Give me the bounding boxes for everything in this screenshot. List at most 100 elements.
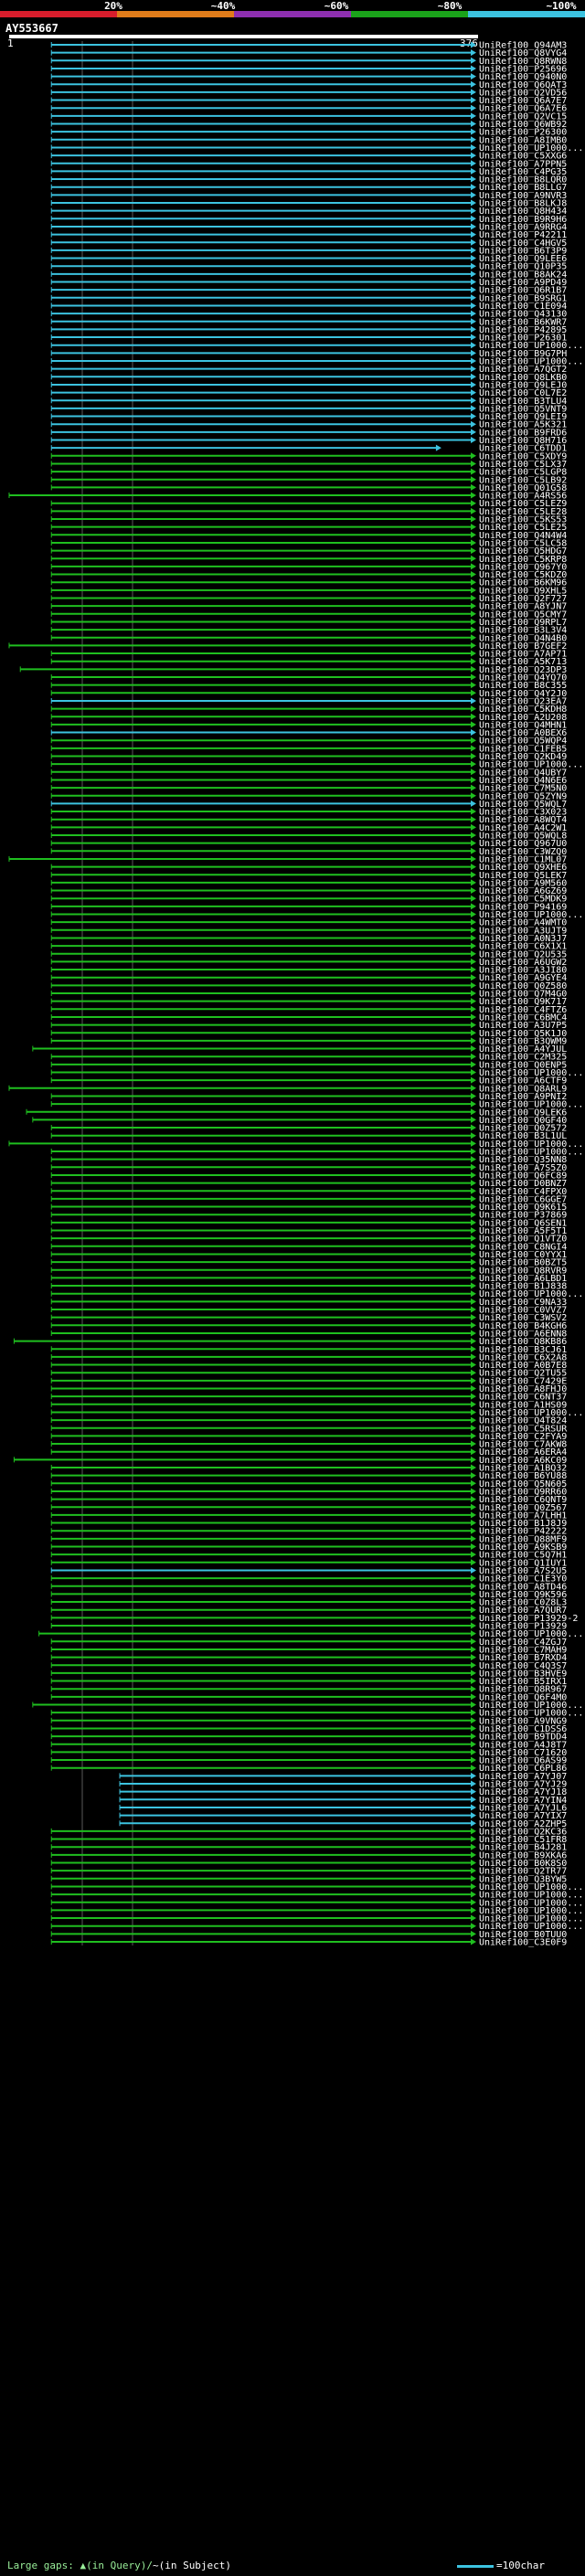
hit-label[interactable]: UniRef100_C0L7E2 [479,388,567,398]
hit-row[interactable]: UniRef100_A9GYE4 [50,973,567,983]
hit-row[interactable]: UniRef100_A1HS09 [50,1400,567,1410]
hit-label[interactable]: UniRef100_A7YJ07 [479,1772,567,1782]
hit-row[interactable]: UniRef100_Q4UBY7 [50,768,567,778]
hit-label[interactable]: UniRef100_A7S5Z0 [479,1163,567,1173]
hit-label[interactable]: UniRef100_Q1IUY1 [479,1558,567,1568]
hit-label[interactable]: UniRef100_Q9RPL7 [479,618,567,628]
hit-label[interactable]: UniRef100_C1ML07 [479,854,567,864]
hit-row[interactable]: UniRef100_Q8H716 [50,436,567,446]
hit-label[interactable]: UniRef100_C51FR8 [479,1835,567,1845]
hit-row[interactable]: UniRef100_A7QGT2 [50,365,567,375]
hit-row[interactable]: UniRef100_Q10P35 [50,262,567,272]
hit-label[interactable]: UniRef100_C5LGP8 [479,468,567,478]
hit-row[interactable]: UniRef100_A3U7P5 [50,1021,567,1031]
hit-label[interactable]: UniRef100_A8FHJ0 [479,1384,567,1394]
hit-label[interactable]: UniRef100_Q2KD49 [479,752,567,762]
hit-label[interactable]: UniRef100_A4J8T7 [479,1740,567,1750]
hit-row[interactable]: UniRef100_C4PG35 [50,167,567,177]
hit-row[interactable]: UniRef100_UP1000... [50,1898,583,1908]
hit-row[interactable]: UniRef100_Q5WQL8 [50,832,567,842]
hit-row[interactable]: UniRef100_C6NT37 [50,1393,567,1403]
hit-row[interactable]: UniRef100_UP1000... [50,910,583,920]
hit-row[interactable]: UniRef100_Q0Z580 [50,981,567,991]
hit-label[interactable]: UniRef100_Q6R1B7 [479,286,567,296]
hit-row[interactable]: UniRef100_Q9K615 [50,1203,567,1213]
hit-row[interactable]: UniRef100_Q967Y0 [50,562,567,572]
hit-label[interactable]: UniRef100_Q4N4W4 [479,531,567,541]
hit-row[interactable]: UniRef100_P26300 [50,128,567,138]
hit-row[interactable]: UniRef100_C1DSS6 [50,1724,567,1734]
hit-row[interactable]: UniRef100_Q5LEK7 [50,871,567,881]
hit-row[interactable]: UniRef100_A3JI80 [50,966,567,976]
hit-row[interactable]: UniRef100_Q7M4G0 [50,990,567,1000]
hit-label[interactable]: UniRef100_A6LBD1 [479,1274,567,1284]
hit-row[interactable]: UniRef100_Q6QAT3 [50,80,567,90]
hit-label[interactable]: UniRef100_Q8KB86 [479,1337,567,1347]
hit-row[interactable]: UniRef100_P42895 [50,325,567,335]
hit-row[interactable]: UniRef100_B8LQR0 [50,175,567,186]
hit-label[interactable]: UniRef100_Q9RR60 [479,1487,567,1497]
hit-row[interactable]: UniRef100_C4FTZ6 [50,1005,567,1015]
hit-label[interactable]: UniRef100_Q35NN8 [479,1155,567,1165]
hit-label[interactable]: UniRef100_Q9K615 [479,1203,567,1213]
hit-label[interactable]: UniRef100_Q9LEE6 [479,254,567,264]
hit-row[interactable]: UniRef100_Q8R967 [50,1685,567,1695]
hit-row[interactable]: UniRef100_B7RXD4 [50,1653,567,1663]
hit-row[interactable]: UniRef100_UP1000... [50,1289,583,1299]
hit-row[interactable]: UniRef100_Q2VC15 [50,111,567,122]
hit-label[interactable]: UniRef100_A6GZ69 [479,886,567,896]
hit-row[interactable]: UniRef100_A4J8T7 [50,1740,567,1750]
hit-label[interactable]: UniRef100_A5K713 [479,657,567,667]
hit-row[interactable]: UniRef100_C4FPX0 [50,1187,567,1197]
hit-label[interactable]: UniRef100_C6PL86 [479,1764,567,1774]
hit-label[interactable]: UniRef100_C5KRP8 [479,555,567,565]
hit-label[interactable]: UniRef100_A7LHH1 [479,1511,567,1521]
hit-label[interactable]: UniRef100_C4HGV5 [479,239,567,249]
hit-label[interactable]: UniRef100_Q5VNT9 [479,404,567,414]
hit-row[interactable]: UniRef100_UP1000... [50,1906,583,1916]
hit-label[interactable]: UniRef100_A0BEX6 [479,728,567,738]
hit-row[interactable]: UniRef100_C5RSUR [50,1424,568,1434]
hit-label[interactable]: UniRef100_A9VNG9 [479,1716,567,1726]
hit-label[interactable]: UniRef100_UP1000... [479,1922,583,1932]
hit-row[interactable]: UniRef100_C6PL86 [50,1764,567,1774]
hit-label[interactable]: UniRef100_Q8H434 [479,207,567,217]
hit-label[interactable]: UniRef100_Q10P35 [479,262,567,272]
hit-row[interactable]: UniRef100_Q4N4W4 [50,531,567,541]
hit-label[interactable]: UniRef100_C6GGE7 [479,1194,567,1204]
hit-row[interactable]: UniRef100_C5LX37 [50,460,567,470]
hit-label[interactable]: UniRef100_C3X023 [479,808,567,818]
hit-label[interactable]: UniRef100_B3L3V4 [479,626,567,636]
hit-row[interactable]: UniRef100_Q5K1J0 [50,1029,567,1039]
hit-label[interactable]: UniRef100_Q01G58 [479,483,567,493]
hit-row[interactable]: UniRef100_A4YJUL [32,1044,567,1055]
hit-row[interactable]: UniRef100_C5LE28 [50,507,567,517]
hit-label[interactable]: UniRef100_A7YJ18 [479,1787,567,1797]
hit-label[interactable]: UniRef100_B8C355 [479,681,567,691]
hit-label[interactable]: UniRef100_C1E3Y0 [479,1574,567,1585]
hit-row[interactable]: UniRef100_A7YJL6 [119,1803,567,1813]
hit-row[interactable]: UniRef100_Q9RPL7 [50,618,567,628]
hit-row[interactable]: UniRef100_C0VVZ7 [50,1306,567,1316]
hit-label[interactable]: UniRef100_B5IRX1 [479,1677,567,1687]
hit-label[interactable]: UniRef100_Q1VTZ0 [479,1235,567,1245]
hit-row[interactable]: UniRef100_UP1000... [50,1891,583,1901]
hit-label[interactable]: UniRef100_Q9LEI9 [479,412,567,422]
hit-label[interactable]: UniRef100_UP1000... [479,143,583,154]
hit-row[interactable]: UniRef100_Q01G58 [50,483,567,493]
hit-row[interactable]: UniRef100_B3CJ61 [50,1345,567,1355]
hit-label[interactable]: UniRef100_Q2TU55 [479,1369,567,1379]
hit-label[interactable]: UniRef100_C5XDY9 [479,451,567,461]
hit-row[interactable]: UniRef100_A7LHH1 [50,1511,567,1521]
hit-row[interactable]: UniRef100_UP1000... [32,1701,584,1711]
hit-row[interactable]: UniRef100_UP1000... [50,1408,583,1418]
hit-row[interactable]: UniRef100_A4C2W1 [50,823,567,833]
hit-label[interactable]: UniRef100_A7YIX7 [479,1811,567,1821]
hit-label[interactable]: UniRef100_B3TLU4 [479,397,567,407]
hit-label[interactable]: UniRef100_B3L1UL [479,1131,567,1141]
hit-label[interactable]: UniRef100_Q5K1J0 [479,1029,567,1039]
hit-label[interactable]: UniRef100_Q5WQL7 [479,800,567,810]
hit-label[interactable]: UniRef100_C5LEZ9 [479,499,567,509]
hit-label[interactable]: UniRef100_Q43130 [479,310,567,320]
hit-label[interactable]: UniRef100_C5KS53 [479,515,567,525]
